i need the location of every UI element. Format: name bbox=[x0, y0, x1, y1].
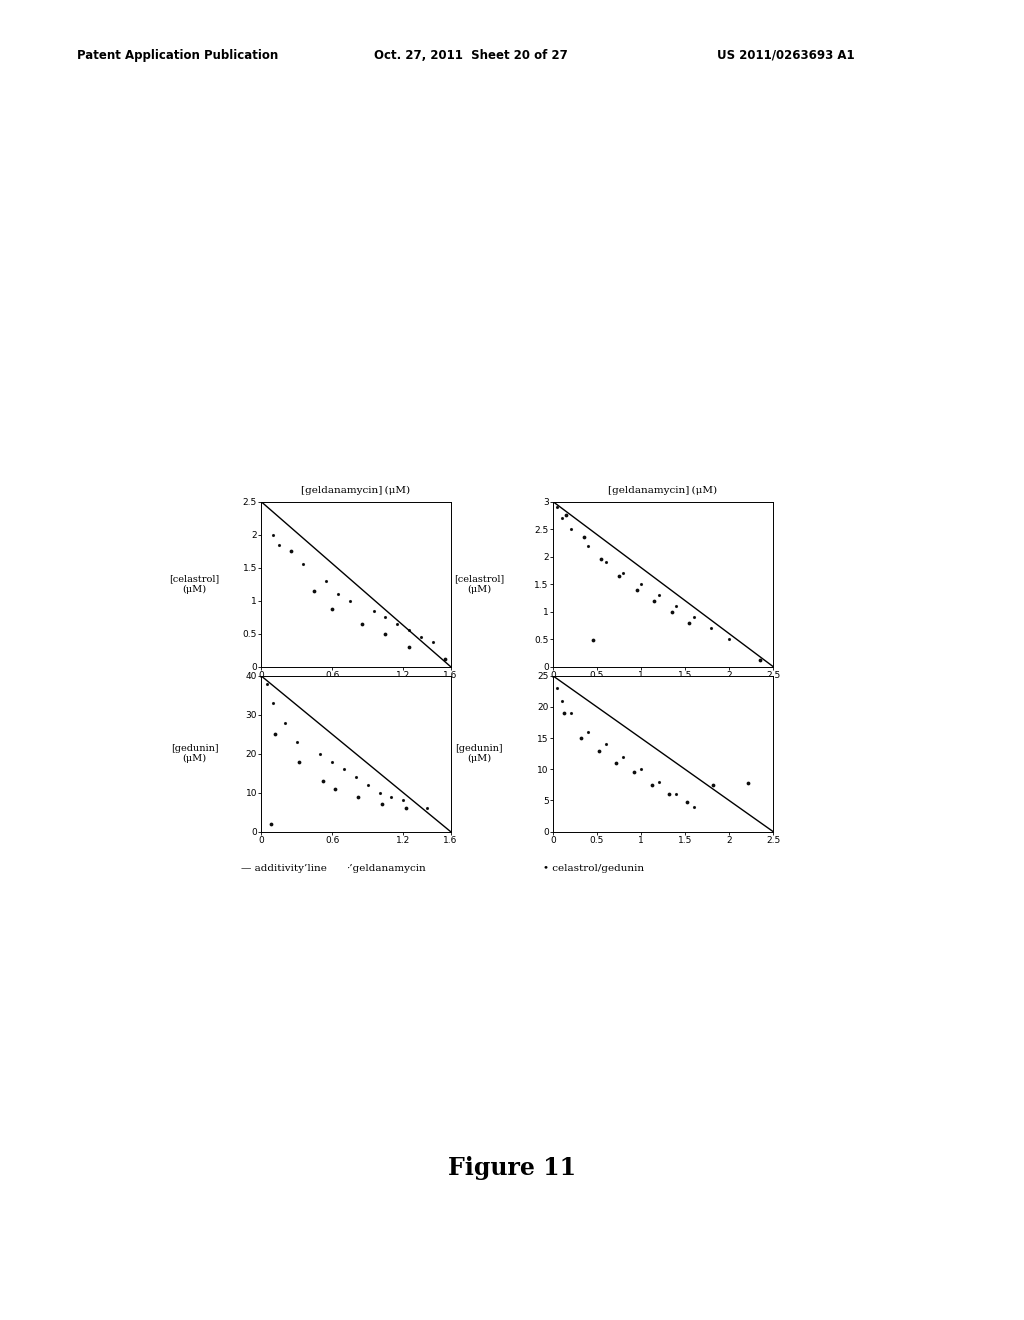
Text: Patent Application Publication: Patent Application Publication bbox=[77, 49, 279, 62]
Text: [gedunin]
(μM): [gedunin] (μM) bbox=[171, 744, 218, 763]
Text: US 2011/0263693 A1: US 2011/0263693 A1 bbox=[717, 49, 854, 62]
Text: [celastrol]
(μM): [celastrol] (μM) bbox=[454, 574, 505, 594]
Text: ·’geldanamycin: ·’geldanamycin bbox=[346, 865, 425, 873]
Text: [geldanamycin] (μM): [geldanamycin] (μM) bbox=[608, 486, 718, 495]
Text: — additivity’line: — additivity’line bbox=[241, 865, 327, 873]
Text: • celastrol/gedunin: • celastrol/gedunin bbox=[543, 865, 644, 873]
Text: [celastrol]
(μM): [celastrol] (μM) bbox=[169, 574, 220, 594]
Text: Oct. 27, 2011  Sheet 20 of 27: Oct. 27, 2011 Sheet 20 of 27 bbox=[374, 49, 567, 62]
Text: Figure 11: Figure 11 bbox=[447, 1156, 577, 1180]
Text: [geldanamycin] (μM): [geldanamycin] (μM) bbox=[301, 486, 411, 495]
Text: [gedunin]
(μM): [gedunin] (μM) bbox=[456, 744, 503, 763]
